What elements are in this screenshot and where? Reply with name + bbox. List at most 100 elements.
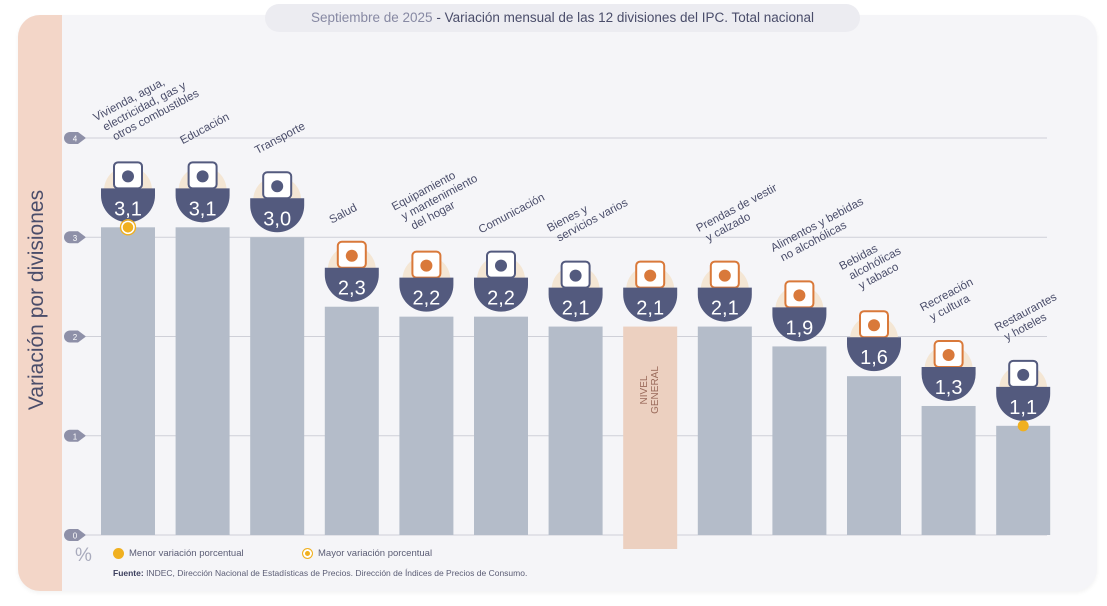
icon-detail — [1017, 368, 1030, 381]
value-badge — [847, 337, 901, 372]
sube-card-and-car-icon — [262, 171, 293, 200]
value-label: 2,2 — [487, 288, 515, 310]
value-badge — [474, 277, 528, 312]
value-badge — [548, 287, 603, 322]
value-label: 1,9 — [785, 317, 813, 339]
icon-detail — [942, 348, 955, 361]
bar — [324, 306, 379, 535]
value-badge — [324, 267, 379, 302]
y-tick-label: 4 — [73, 135, 78, 144]
category-label-line: Salud — [328, 202, 360, 226]
icon-detail — [569, 269, 582, 282]
value-label: 2,1 — [636, 298, 664, 320]
category-label-line: Comunicación — [477, 191, 547, 236]
min-marker — [1017, 420, 1029, 432]
bar — [921, 405, 976, 535]
legend-max: Mayor variación porcentual — [302, 548, 432, 559]
value-badge — [996, 386, 1051, 421]
value-label: 2,2 — [412, 288, 440, 310]
bar — [175, 227, 230, 535]
beach-umbrella-icon — [933, 339, 964, 368]
roast-chicken-icon — [784, 280, 815, 309]
bar — [548, 326, 603, 535]
y-tick-marker — [64, 231, 86, 244]
plate-and-cutlery-icon — [1008, 359, 1039, 388]
y-tick-marker — [64, 330, 86, 343]
value-label: 1,1 — [1009, 397, 1037, 419]
source-text: INDEC, Dirección Nacional de Estadística… — [143, 568, 528, 578]
chart-title: Septiembre de 2025 - Variación mensual d… — [265, 4, 860, 32]
icon-detail — [868, 319, 880, 332]
max-marker-ring — [119, 219, 137, 236]
category-label: Educación — [178, 111, 231, 147]
source-label: Fuente: — [113, 568, 144, 578]
min-marker-icon — [113, 548, 124, 559]
bar — [250, 237, 305, 535]
bar-nivel-general — [623, 326, 678, 549]
wine-bottle-and-glass-icon — [859, 310, 889, 339]
legend-min: Menor variación porcentual — [113, 548, 244, 559]
value-badge — [101, 188, 155, 223]
value-label: 3,0 — [263, 208, 291, 230]
value-label: 1,3 — [935, 377, 963, 399]
legend-max-label: Mayor variación porcentual — [318, 548, 433, 559]
value-badge — [250, 198, 305, 233]
value-label: 3,1 — [114, 198, 142, 220]
y-unit-label: % — [75, 545, 92, 566]
value-label: 2,1 — [562, 298, 590, 320]
icon-detail — [196, 170, 209, 183]
bar — [847, 376, 901, 535]
value-badge — [772, 307, 827, 342]
y-tick-marker — [64, 132, 86, 144]
value-label: 3,1 — [189, 198, 217, 220]
y-tick-label: 2 — [73, 333, 78, 342]
y-tick-label: 0 — [73, 532, 78, 541]
value-label: 1,6 — [860, 347, 888, 369]
category-label: Salud — [328, 202, 360, 226]
comb-and-scissors-icon — [560, 260, 591, 289]
value-badge — [697, 287, 752, 322]
category-label: Transporte — [253, 120, 307, 157]
y-axis-band: Variación por divisiones — [18, 15, 62, 591]
value-badge — [623, 287, 678, 322]
icon-detail — [495, 259, 507, 272]
icon-detail — [345, 249, 358, 262]
bar — [474, 316, 528, 535]
value-label: 2,1 — [711, 298, 739, 320]
nivel-general-text: NIVEL — [639, 375, 650, 404]
value-badge — [175, 188, 230, 223]
max-marker-icon — [302, 548, 313, 559]
tshirt-and-shoe-icon — [709, 260, 740, 289]
icon-detail — [271, 180, 284, 193]
value-badge — [921, 366, 976, 401]
first-aid-cross-icon — [336, 240, 367, 269]
smartphone-icon — [486, 250, 516, 279]
bar — [697, 326, 752, 535]
key-and-lightbulb-icon — [113, 161, 143, 190]
source-note: Fuente: INDEC, Dirección Nacional de Est… — [113, 568, 527, 578]
notebook-and-pencil-icon — [187, 161, 218, 190]
value-label: 2,3 — [338, 278, 366, 300]
title-separator: - — [432, 10, 445, 25]
legend-min-label: Menor variación porcentual — [129, 548, 244, 559]
y-tick-label: 3 — [73, 234, 78, 243]
icon-detail — [420, 259, 433, 272]
nivel-general-text: GENERAL — [650, 366, 661, 414]
category-label-line: Educación — [178, 111, 231, 147]
icon-detail — [793, 289, 806, 302]
max-marker — [121, 220, 135, 235]
value-badge — [399, 277, 454, 312]
category-label-line: Transporte — [253, 120, 307, 157]
y-tick-marker — [64, 429, 86, 442]
icon-detail — [718, 269, 731, 282]
icon-detail — [122, 170, 134, 183]
bar — [101, 227, 155, 535]
y-tick-marker — [64, 529, 86, 541]
y-tick-label: 1 — [73, 432, 78, 441]
nivel-general-label: NIVEL GENERAL — [639, 366, 661, 414]
